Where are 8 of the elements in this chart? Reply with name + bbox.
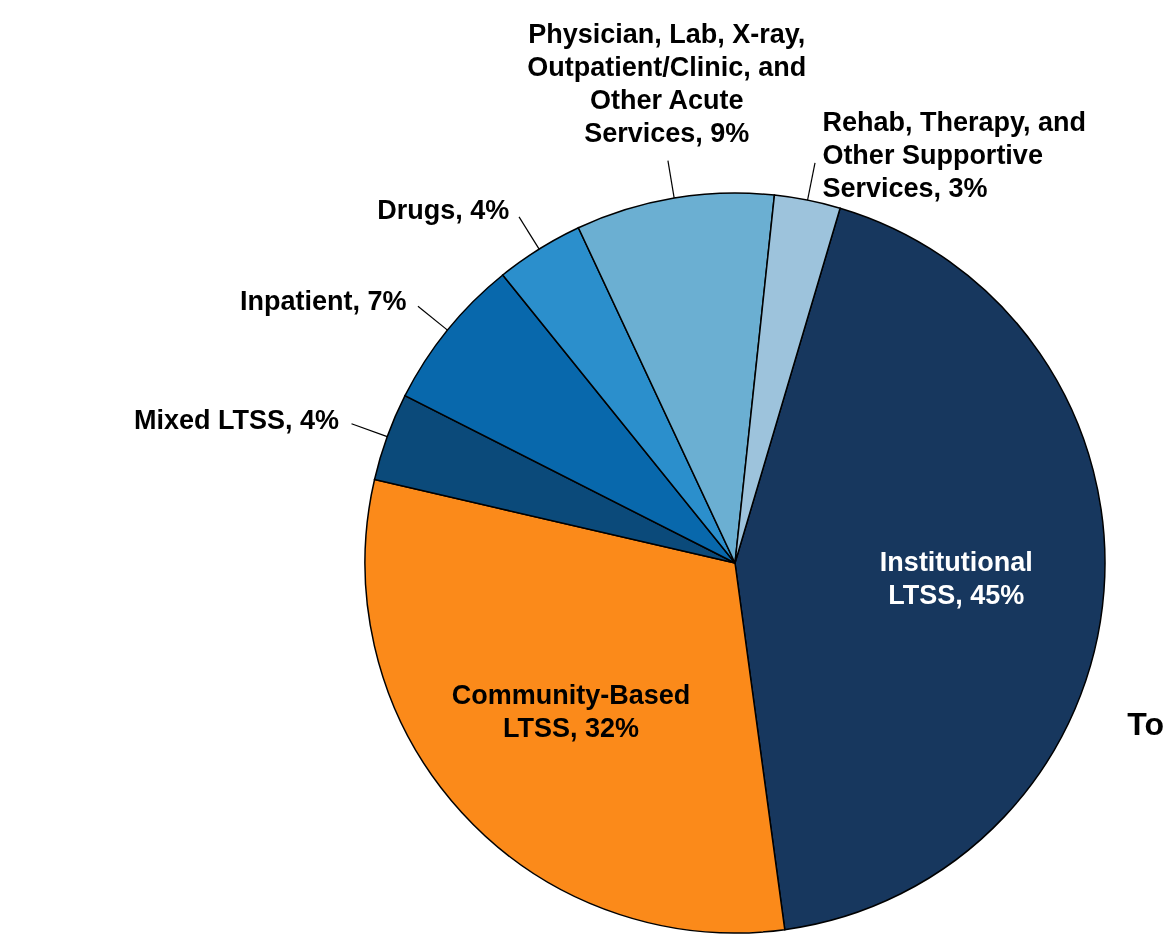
slice-label: Community-Based LTSS, 32% — [451, 680, 691, 744]
slice-label: Drugs, 4% — [377, 194, 510, 225]
slice-label: Mixed LTSS, 4% — [133, 405, 339, 436]
slice-label: Institutional LTSS, 45% — [879, 547, 1033, 611]
slice-label: Inpatient, 7% — [239, 285, 407, 316]
slice-label: Rehab, Therapy, and Other Supportive Services, 3% — [822, 107, 1086, 204]
slice-label: Physician, Lab, X-ray, Outpatient/Clinic, and Other Acute Services, 9% — [527, 18, 807, 148]
text: To — [1127, 706, 1164, 742]
